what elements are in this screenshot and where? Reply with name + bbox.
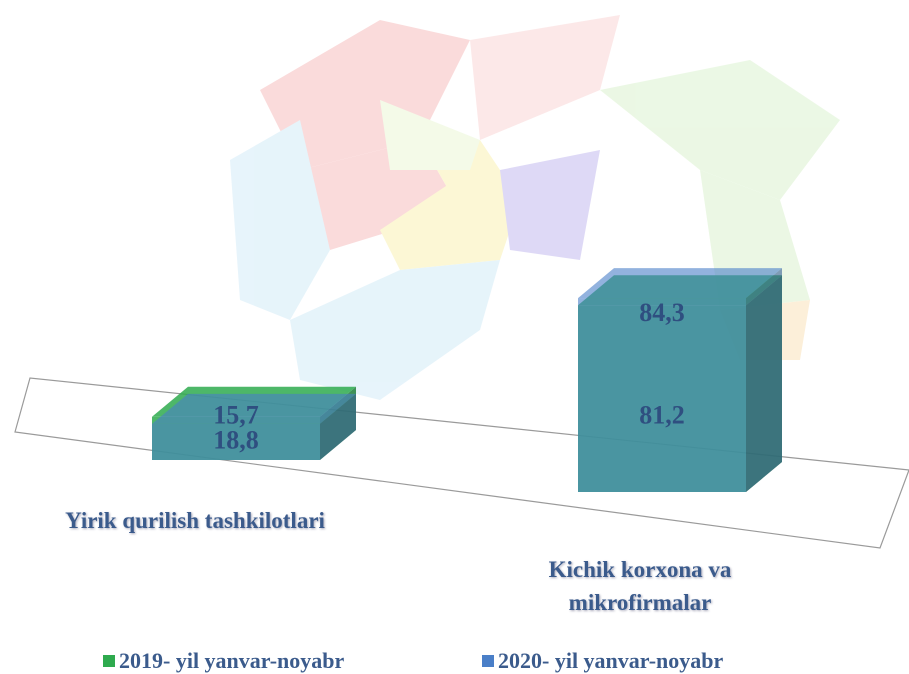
bar	[578, 298, 746, 492]
value-label: 84,3	[639, 298, 685, 327]
category-label: Yirik qurilish tashkilotlari	[65, 508, 325, 533]
legend-item: 2019- yil yanvar-noyabr	[103, 648, 344, 674]
bar	[152, 423, 320, 460]
legend-label: 2020- yil yanvar-noyabr	[498, 648, 724, 673]
bar-side	[320, 393, 356, 460]
value-label: 18,8	[213, 426, 259, 455]
bar-side	[746, 268, 782, 492]
legend-swatch	[103, 655, 115, 667]
legend-item: 2020- yil yanvar-noyabr	[482, 648, 723, 674]
bar-top	[578, 268, 782, 299]
value-label: 81,2	[639, 400, 685, 429]
bar-top	[152, 393, 356, 424]
value-label: 15,7	[213, 400, 259, 429]
category-label: Kichik korxona va mikrofirmalar	[548, 557, 732, 615]
legend-swatch	[482, 655, 494, 667]
legend-label: 2019- yil yanvar-noyabr	[119, 648, 345, 673]
floor	[14, 377, 909, 549]
